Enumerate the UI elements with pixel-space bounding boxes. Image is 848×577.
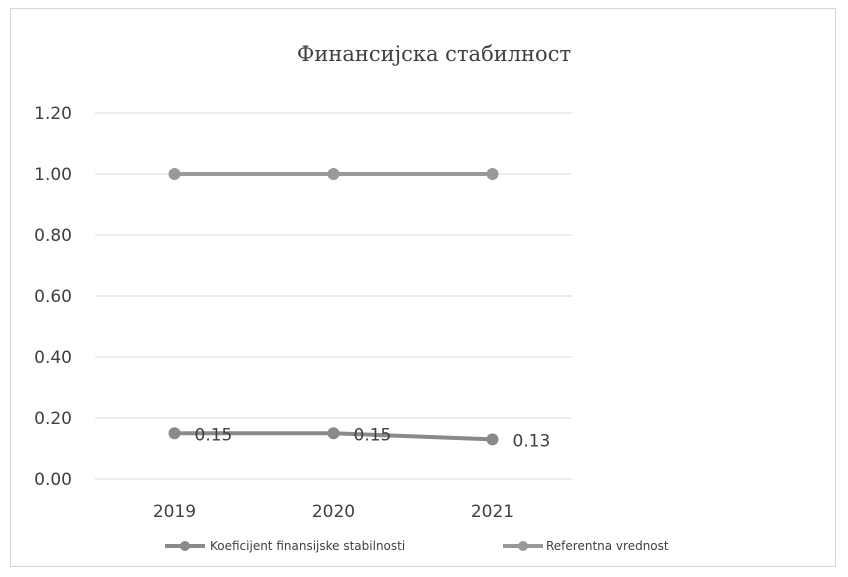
chart-frame [10,8,836,567]
data-point [168,168,181,180]
legend-label: Referentna vrednost [546,539,669,553]
data-point [486,433,499,446]
y-tick-label: 1.20 [34,104,72,124]
data-point [168,427,181,440]
data-label: 0.13 [513,431,551,451]
legend-marker [180,541,190,551]
x-tick-label: 2019 [153,502,196,522]
x-tick-label: 2020 [312,502,355,522]
y-tick-label: 0.00 [34,470,72,490]
data-label: 0.15 [354,425,392,445]
data-point [486,168,499,180]
data-label: 0.15 [195,425,233,445]
legend-label: Koeficijent finansijske stabilnosti [210,539,405,553]
y-tick-label: 0.60 [34,287,72,307]
y-tick-label: 1.00 [34,165,72,185]
legend-marker [518,541,528,551]
y-tick-label: 0.40 [34,348,72,368]
y-tick-label: 0.20 [34,409,72,429]
x-tick-label: 2021 [471,502,514,522]
y-tick-label: 0.80 [34,226,72,246]
data-point [327,168,340,180]
chart-title: Финансијска стабилност [297,42,571,66]
data-point [327,427,340,440]
